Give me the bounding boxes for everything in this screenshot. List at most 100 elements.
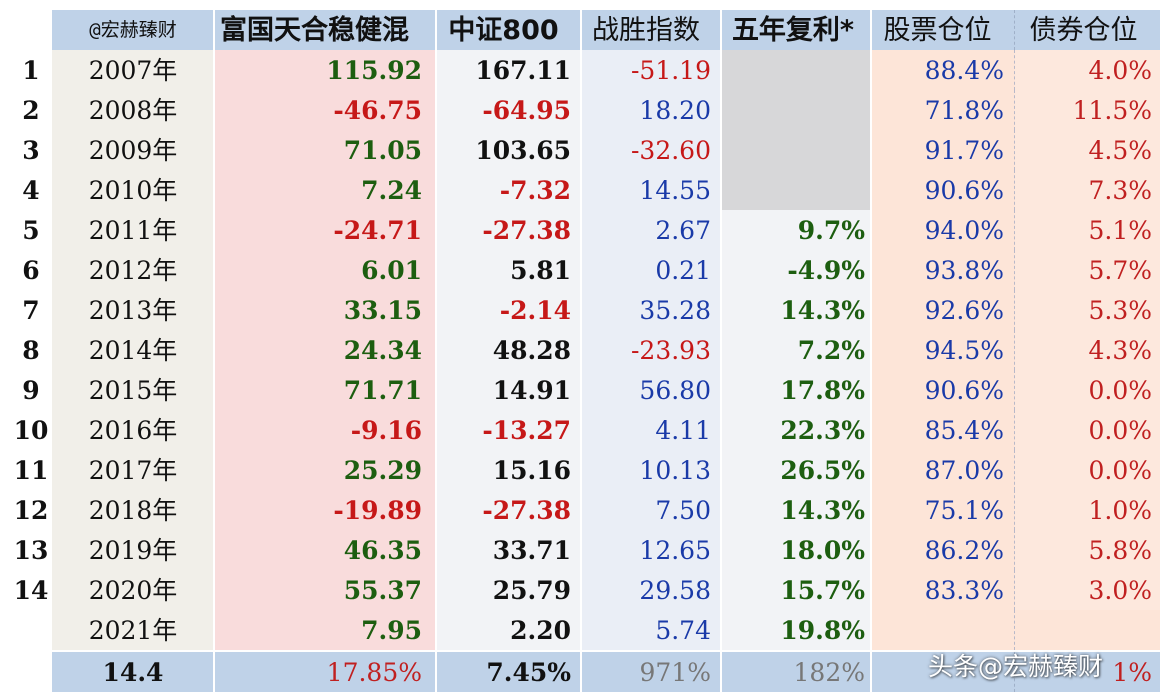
row-fund-return: -46.75 [214,90,436,130]
row-index-return: 25.79 [436,570,581,610]
row-beat-index: -23.93 [581,330,721,370]
row-beat-index: -32.60 [581,130,721,170]
row-cagr5: -4.9% [721,250,871,290]
row-cagr5: 14.3% [721,490,871,530]
row-year: 2012年 [52,250,214,290]
column-divider [720,10,722,692]
row-year: 2011年 [52,210,214,250]
row-index-return: 5.81 [436,250,581,290]
row-stock-weight: 86.2% [871,530,1015,570]
row-cagr5: 9.7% [721,210,871,250]
row-fund-return: 71.71 [214,370,436,410]
table-row: 13 2019年 46.35 33.71 12.65 18.0% 86.2% 5.8% [10,530,1160,570]
row-year: 2021年 [52,610,214,650]
row-fund-return: 25.29 [214,450,436,490]
returns-table: @宏赫臻财 富国天合稳健混 中证800 战胜指数 五年复利* 股票仓位 债券仓位… [10,10,1160,692]
row-beat-index: 18.20 [581,90,721,130]
table-row: 3 2009年 71.05 103.65 -32.60 91.7% 4.5% [10,130,1160,170]
table-footer-row: 14.4 17.85% 7.45% 971% 182% 1% [10,652,1160,692]
table-row: 1 2007年 115.92 167.11 -51.19 88.4% 4.0% [10,50,1160,90]
row-stock-weight: 83.3% [871,570,1015,610]
row-index-return: 2.20 [436,610,581,650]
row-bond-weight: 5.8% [1015,530,1160,570]
table-row: 2 2008年 -46.75 -64.95 18.20 71.8% 11.5% [10,90,1160,130]
row-number: 1 [10,50,52,90]
row-cagr5: 22.3% [721,410,871,450]
header-bond: 债券仓位 [1015,10,1160,50]
row-bond-weight: 1.0% [1015,490,1160,530]
row-beat-index: 35.28 [581,290,721,330]
row-stock-weight [871,610,1015,650]
row-stock-weight: 91.7% [871,130,1015,170]
row-stock-weight: 75.1% [871,490,1015,530]
row-year: 2008年 [52,90,214,130]
row-bond-weight: 0.0% [1015,410,1160,450]
row-index-return: 167.11 [436,50,581,90]
row-fund-return: 71.05 [214,130,436,170]
row-beat-index: 29.58 [581,570,721,610]
header-index: 中证800 [436,10,581,50]
row-stock-weight: 87.0% [871,450,1015,490]
row-number: 13 [10,530,52,570]
row-number: 5 [10,210,52,250]
table-row: 11 2017年 25.29 15.16 10.13 26.5% 87.0% 0.0% [10,450,1160,490]
row-number: 14 [10,570,52,610]
header-index-cell [10,10,52,50]
row-year: 2020年 [52,570,214,610]
row-index-return: -27.38 [436,490,581,530]
row-cagr5: 26.5% [721,450,871,490]
row-cagr5 [721,90,871,130]
row-index-return: 103.65 [436,130,581,170]
header-cagr5: 五年复利* [721,10,871,50]
footer-index-cell [10,652,52,692]
table-row: 7 2013年 33.15 -2.14 35.28 14.3% 92.6% 5.3% [10,290,1160,330]
row-number: 4 [10,170,52,210]
footer-fund: 17.85% [214,652,436,692]
table-row: 6 2012年 6.01 5.81 0.21 -4.9% 93.8% 5.7% [10,250,1160,290]
row-index-return: 33.71 [436,530,581,570]
row-cagr5 [721,50,871,90]
row-fund-return: 6.01 [214,250,436,290]
row-beat-index: 7.50 [581,490,721,530]
row-cagr5: 17.8% [721,370,871,410]
row-number: 12 [10,490,52,530]
row-bond-weight: 0.0% [1015,450,1160,490]
table-header-row: @宏赫臻财 富国天合稳健混 中证800 战胜指数 五年复利* 股票仓位 债券仓位 [10,10,1160,50]
row-number: 6 [10,250,52,290]
watermark-text: 头条@宏赫臻财 [928,652,1104,681]
footer-years: 14.4 [52,652,214,692]
row-bond-weight: 4.0% [1015,50,1160,90]
row-year: 2018年 [52,490,214,530]
row-bond-weight [1015,610,1160,650]
row-number: 11 [10,450,52,490]
row-bond-weight: 5.1% [1015,210,1160,250]
column-divider [580,10,582,692]
row-beat-index: 0.21 [581,250,721,290]
row-bond-weight: 11.5% [1015,90,1160,130]
row-stock-weight: 71.8% [871,90,1015,130]
row-cagr5: 14.3% [721,290,871,330]
table-row: 10 2016年 -9.16 -13.27 4.11 22.3% 85.4% 0.0% [10,410,1160,450]
header-author: @宏赫臻财 [52,10,214,50]
table-row: 4 2010年 7.24 -7.32 14.55 90.6% 7.3% [10,170,1160,210]
row-number: 3 [10,130,52,170]
row-beat-index: 12.65 [581,530,721,570]
row-bond-weight: 7.3% [1015,170,1160,210]
row-stock-weight: 93.8% [871,250,1015,290]
footer-cagr: 182% [721,652,871,692]
row-year: 2014年 [52,330,214,370]
row-cagr5: 15.7% [721,570,871,610]
row-number: 7 [10,290,52,330]
row-beat-index: 56.80 [581,370,721,410]
row-fund-return: 7.95 [214,610,436,650]
row-fund-return: 24.34 [214,330,436,370]
row-stock-weight: 92.6% [871,290,1015,330]
row-stock-weight: 88.4% [871,50,1015,90]
row-cagr5: 7.2% [721,330,871,370]
row-index-return: 15.16 [436,450,581,490]
row-index-return: 48.28 [436,330,581,370]
table-row: 8 2014年 24.34 48.28 -23.93 7.2% 94.5% 4.3% [10,330,1160,370]
row-year: 2013年 [52,290,214,330]
row-bond-weight: 5.7% [1015,250,1160,290]
table-row: 2021年 7.95 2.20 5.74 19.8% [10,610,1160,650]
